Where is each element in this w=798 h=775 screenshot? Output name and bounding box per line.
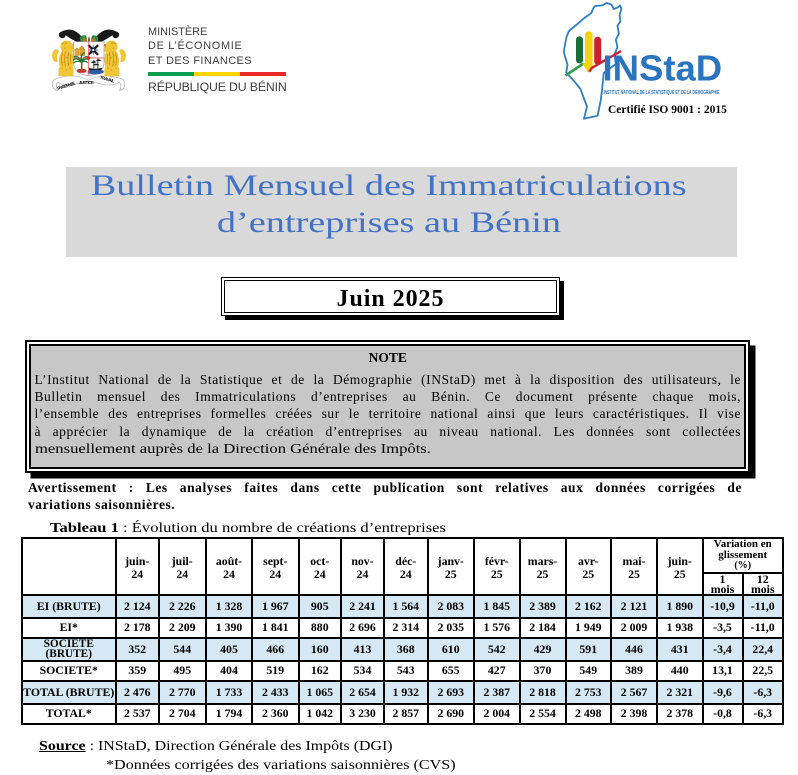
svg-text:INSTITUT NATIONAL DE LA STATIS: INSTITUT NATIONAL DE LA STATISTIQUE ET D…	[604, 88, 720, 96]
svg-text:INStaD: INStaD	[603, 48, 723, 89]
svg-text:FRATERNITE: FRATERNITE	[57, 81, 76, 91]
svg-text:TRAVAIL: TRAVAIL	[99, 75, 115, 84]
svg-text:JUSTICE: JUSTICE	[79, 80, 94, 85]
